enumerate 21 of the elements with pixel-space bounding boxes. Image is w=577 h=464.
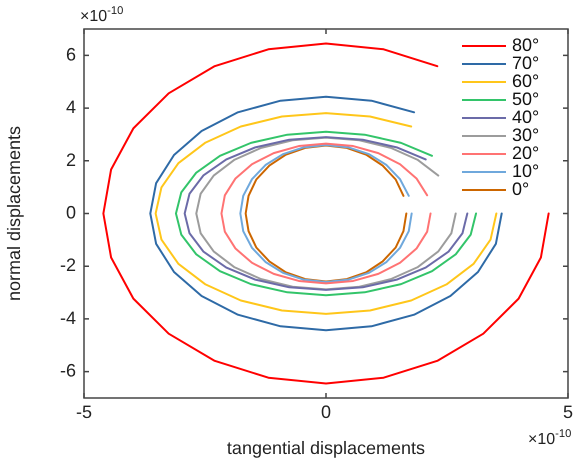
legend-label: 50° <box>512 88 540 109</box>
y-axis-title: normal displacements <box>4 126 24 302</box>
legend-label: 20° <box>512 142 540 163</box>
y-tick-label: -2 <box>60 255 76 276</box>
y-tick-label: -6 <box>60 360 76 381</box>
y-tick-label: 6 <box>66 44 76 64</box>
x-tick-label: 0 <box>320 402 332 422</box>
legend-label: 80° <box>512 34 540 55</box>
legend-label: 40° <box>512 106 540 127</box>
legend-label: 60° <box>512 70 540 91</box>
x-tick-label: 5 <box>562 402 573 422</box>
legend-label: 70° <box>512 52 540 73</box>
y-tick-label: -4 <box>60 308 76 328</box>
legend-label: 30° <box>512 124 540 145</box>
y-tick-label: 2 <box>66 150 76 170</box>
x-tick-label: -5 <box>76 402 92 422</box>
legend-label: 0° <box>512 178 530 199</box>
x-axis-title: tangential displacements <box>226 438 426 458</box>
legend-label: 10° <box>512 160 540 181</box>
y-tick-label: 0 <box>66 202 76 222</box>
y-tick-label: 4 <box>66 97 76 118</box>
